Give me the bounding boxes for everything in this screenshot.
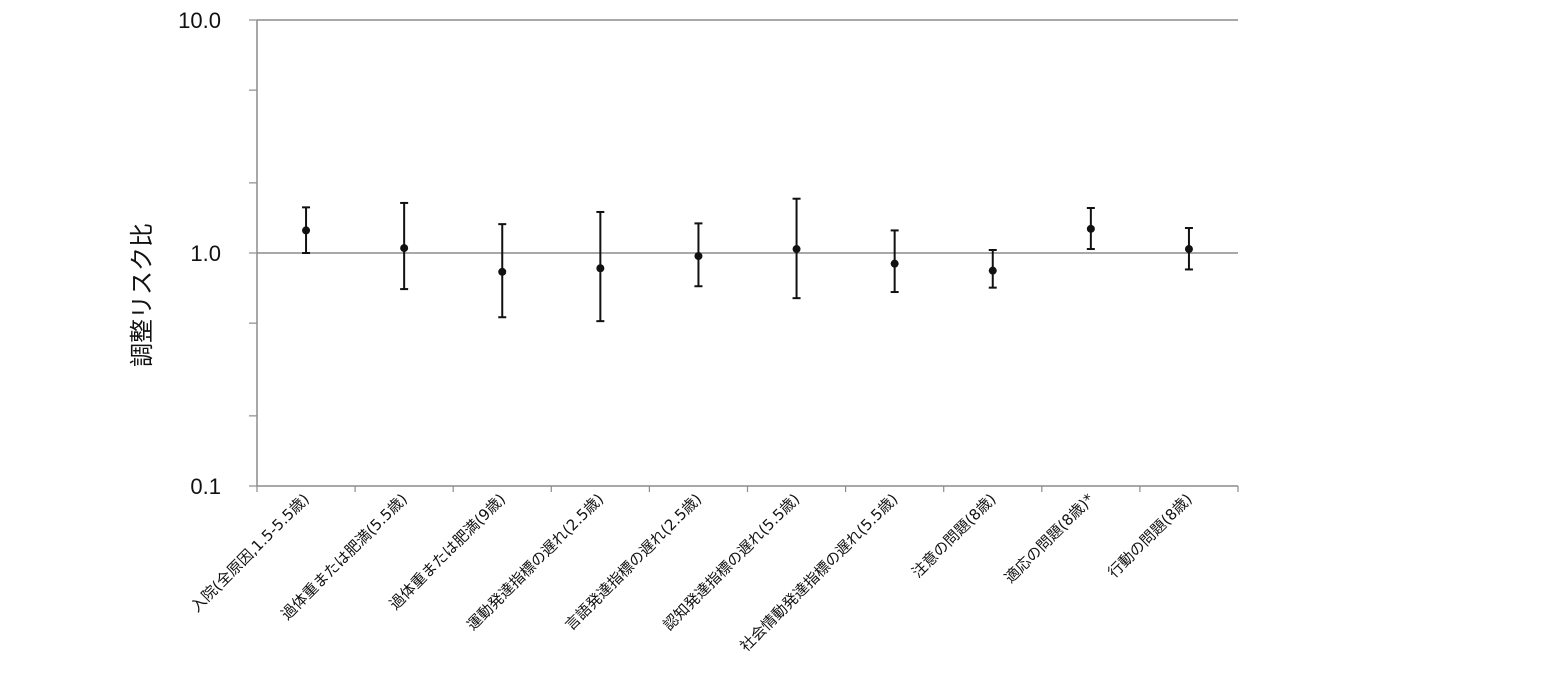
data-point (302, 226, 311, 235)
category-label: 注意の問題(8歳) (908, 490, 999, 581)
y-tick-label: 10.0 (178, 8, 221, 33)
axes (249, 19, 1239, 492)
data-point (498, 267, 507, 276)
y-tick-label: 1.0 (190, 241, 221, 266)
data-point (694, 252, 703, 261)
category-label: 社会情動発達指標の遅れ(5.5歳) (736, 490, 901, 655)
data-point (1184, 245, 1193, 254)
data-marks (302, 197, 1193, 323)
data-point (890, 259, 899, 268)
y-tick-labels: 0.1 1.0 10.0 (178, 8, 221, 499)
y-tick-label: 0.1 (190, 474, 221, 499)
category-label: 行動の問題(8歳) (1104, 490, 1195, 581)
y-axis-title: 調整リスク比 (128, 223, 156, 367)
data-point (792, 245, 801, 254)
category-labels: 入院(全原因,1.5-5.5歳)過体重または肥満(5.5歳)過体重または肥満(9… (187, 490, 1195, 656)
data-point (1086, 224, 1095, 233)
data-point (596, 264, 605, 273)
data-point (400, 244, 409, 253)
category-label: 適応の問題(8歳)* (1001, 490, 1098, 587)
data-point (988, 266, 997, 275)
